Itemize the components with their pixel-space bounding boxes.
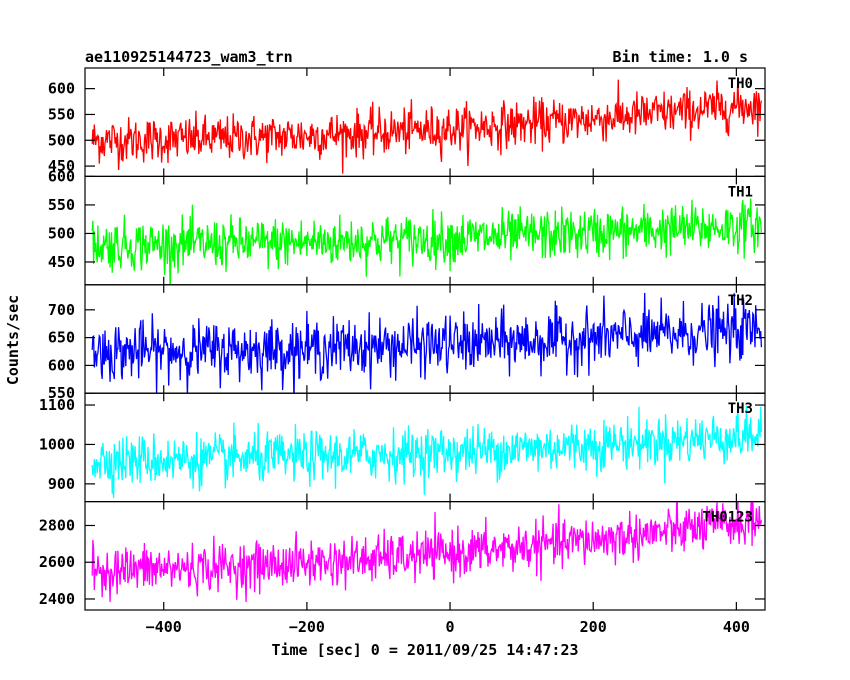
- y-tick-label: 2600: [39, 553, 75, 571]
- y-tick-label: 1100: [39, 396, 75, 414]
- x-tick-label: 0: [446, 618, 455, 636]
- series-line-th0123: [91, 501, 763, 603]
- y-tick-label: 900: [48, 475, 75, 493]
- x-tick-label: 200: [580, 618, 607, 636]
- panel-th1: 450 500 550 600 TH1: [48, 167, 766, 286]
- y-tick-label: 550: [48, 196, 75, 214]
- y-tick-label: 450: [48, 253, 75, 271]
- y-tick-label: 550: [48, 384, 75, 402]
- series-line-th2: [91, 292, 763, 394]
- x-tick-label: 400: [723, 618, 750, 636]
- panels: 450 500 550 600 TH0 450 500 550 600 TH1 550 600 650 7…: [39, 67, 766, 611]
- x-axis: −400 −200 0 200 400: [146, 618, 750, 636]
- y-tick-label: 1000: [39, 435, 75, 453]
- x-axis-label: Time [sec] 0 = 2011/09/25 14:47:23: [271, 641, 578, 659]
- panel-frame: [84, 501, 766, 611]
- y-tick-label: 700: [48, 301, 75, 319]
- panel-label-th0: TH0: [728, 76, 753, 92]
- y-tick-label: 2400: [39, 590, 75, 608]
- panel-label-th2: TH2: [728, 293, 753, 309]
- panel-frame: [84, 67, 766, 178]
- y-tick-label: 600: [48, 80, 75, 98]
- y-tick-label: 550: [48, 105, 75, 123]
- bin-time-label: Bin time: 1.0 s: [613, 48, 748, 66]
- y-tick-label: 500: [48, 224, 75, 242]
- y-tick-label: 500: [48, 131, 75, 149]
- panel-th0123: 2400 2600 2800 TH0123: [39, 501, 766, 611]
- y-tick-label: 600: [48, 356, 75, 374]
- chart-title: ae110925144723_wam3_trn: [85, 48, 293, 66]
- panel-frame: [84, 175, 766, 286]
- x-tick-label: −400: [146, 618, 182, 636]
- series-line-th1: [91, 198, 763, 285]
- panel-label-th1: TH1: [728, 184, 753, 200]
- panel-th0: 450 500 550 600 TH0: [48, 67, 766, 178]
- y-tick-label: 600: [48, 167, 75, 185]
- panel-label-th3: TH3: [728, 401, 753, 417]
- series-line-th3: [91, 401, 763, 499]
- y-tick-label: 450: [48, 157, 75, 175]
- y-axis-label: Counts/sec: [4, 295, 22, 385]
- series-line-th0: [91, 78, 763, 174]
- y-tick-label: 2800: [39, 516, 75, 534]
- x-tick-label: −200: [289, 618, 325, 636]
- panel-label-th0123: TH0123: [702, 510, 753, 526]
- panel-th3: 900 1000 1100 TH3: [39, 392, 766, 503]
- panel-th2: 550 600 650 700 TH2: [48, 284, 766, 402]
- y-tick-label: 650: [48, 329, 75, 347]
